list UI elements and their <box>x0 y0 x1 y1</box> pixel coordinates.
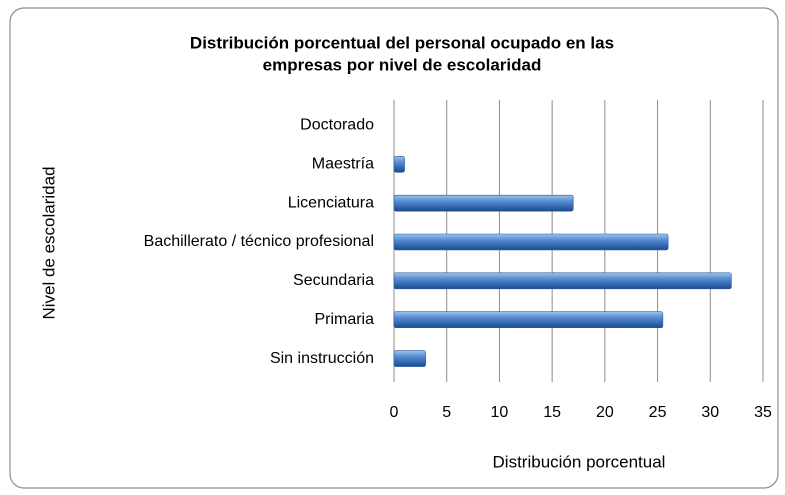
chart-title: empresas por nivel de escolaridad <box>263 55 542 74</box>
x-tick-label: 35 <box>754 404 772 421</box>
y-tick-label: Sin instrucción <box>270 350 374 367</box>
x-tick-label: 10 <box>491 404 509 421</box>
bar <box>393 311 664 329</box>
y-tick-label: Licenciatura <box>288 194 374 211</box>
y-tick-label: Maestría <box>312 156 374 173</box>
y-tick-label: Secundaria <box>293 272 374 289</box>
bar <box>393 350 426 367</box>
x-tick-label: 20 <box>596 404 614 421</box>
x-tick-label: 0 <box>390 404 399 421</box>
y-tick-label: Doctorado <box>300 117 374 134</box>
x-tick-label: 25 <box>649 404 667 421</box>
y-tick-label: Primaria <box>314 311 374 328</box>
bar <box>393 194 574 212</box>
bar <box>393 155 405 173</box>
y-axis-title: Nivel de escolaridad <box>39 166 58 319</box>
x-axis-title: Distribución porcentual <box>493 452 666 471</box>
bar <box>393 233 669 251</box>
x-tick-label: 15 <box>543 404 561 421</box>
x-tick-label: 5 <box>442 404 451 421</box>
bar <box>393 272 732 290</box>
x-tick-label: 30 <box>701 404 719 421</box>
y-tick-label: Bachillerato / técnico profesional <box>144 233 374 250</box>
chart-title: Distribución porcentual del personal ocu… <box>190 33 614 52</box>
